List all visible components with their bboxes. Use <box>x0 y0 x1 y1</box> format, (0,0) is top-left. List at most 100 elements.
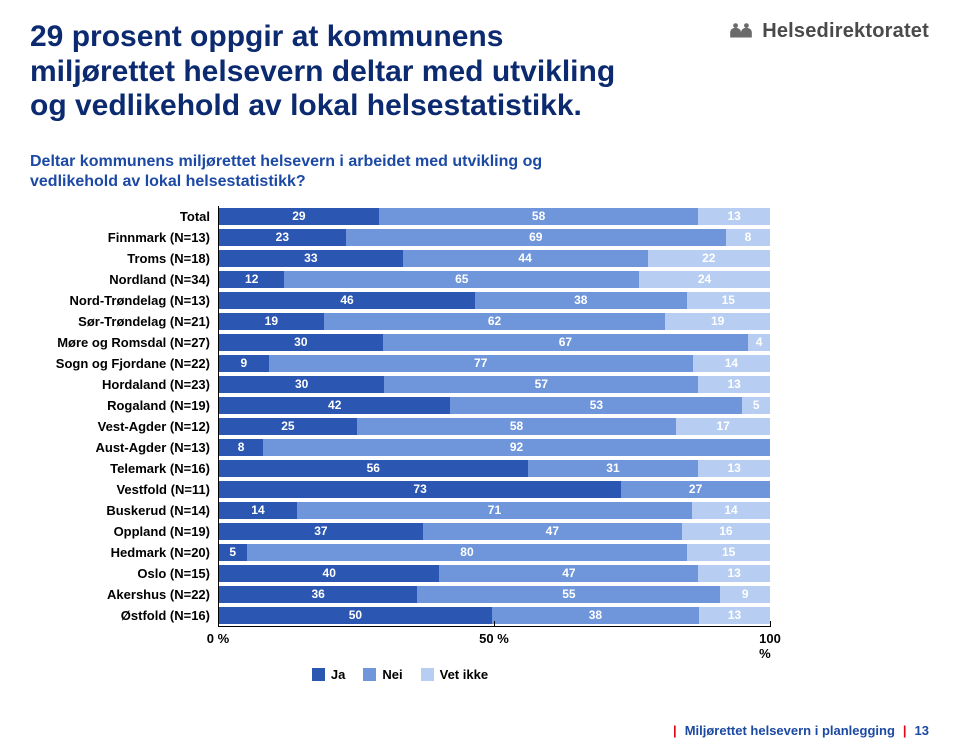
chart-row: Møre og Romsdal (N=27)30674 <box>30 332 770 353</box>
bar-segment: 25 <box>219 418 357 435</box>
chart-row: Vest-Agder (N=12)255817 <box>30 416 770 437</box>
bar-track: 126524 <box>219 271 770 288</box>
axis-tick <box>494 621 495 627</box>
bar-segment: 30 <box>219 376 384 393</box>
bar-track: 305713 <box>219 376 770 393</box>
footer-sep-icon: | <box>903 723 907 738</box>
row-label: Buskerud (N=14) <box>30 503 218 518</box>
row-label: Sogn og Fjordane (N=22) <box>30 356 218 371</box>
bar-track: 30674 <box>219 334 770 351</box>
row-label: Akershus (N=22) <box>30 587 218 602</box>
chart-row: Buskerud (N=14)147114 <box>30 500 770 521</box>
bar-segment: 23 <box>219 229 346 246</box>
bar-segment: 92 <box>263 439 770 456</box>
bar-segment: 8 <box>219 439 263 456</box>
bar-segment: 56 <box>219 460 528 477</box>
bar-segment: 13 <box>698 565 770 582</box>
bar-segment: 42 <box>219 397 450 414</box>
bar-segment: 33 <box>219 250 403 267</box>
row-label: Hedmark (N=20) <box>30 545 218 560</box>
bar-segment: 15 <box>687 544 770 561</box>
bar-segment: 5 <box>219 544 247 561</box>
chart-row: Vestfold (N=11)73270 <box>30 479 770 500</box>
bar-segment: 67 <box>383 334 749 351</box>
row-label: Rogaland (N=19) <box>30 398 218 413</box>
footer-page: 13 <box>915 723 929 738</box>
chart-row: Nord-Trøndelag (N=13)463815 <box>30 290 770 311</box>
chart-row: Nordland (N=34)126524 <box>30 269 770 290</box>
legend-label: Ja <box>331 667 345 682</box>
chart-row: Troms (N=18)334422 <box>30 248 770 269</box>
bar-segment: 24 <box>639 271 770 288</box>
bar-segment: 5 <box>742 397 770 414</box>
bar-track: 563113 <box>219 460 770 477</box>
chart-row: Hordaland (N=23)305713 <box>30 374 770 395</box>
bar-segment: 38 <box>475 292 686 309</box>
legend-item: Nei <box>363 667 402 682</box>
bar-segment: 13 <box>698 376 770 393</box>
bar-track: 23698 <box>219 229 770 246</box>
row-label: Sør-Trøndelag (N=21) <box>30 314 218 329</box>
bar-area: 255817 <box>218 416 770 437</box>
chart-row: Akershus (N=22)36559 <box>30 584 770 605</box>
chart-row: Finnmark (N=13)23698 <box>30 227 770 248</box>
bar-segment: 13 <box>699 607 770 624</box>
bar-segment: 30 <box>219 334 383 351</box>
bar-area: 147114 <box>218 500 770 521</box>
bar-area: 42535 <box>218 395 770 416</box>
row-label: Vestfold (N=11) <box>30 482 218 497</box>
bar-segment: 69 <box>346 229 726 246</box>
legend-label: Vet ikke <box>440 667 488 682</box>
bar-area: 30674 <box>218 332 770 353</box>
bar-area: 563113 <box>218 458 770 479</box>
bar-area: 196219 <box>218 311 770 332</box>
legend: Ja Nei Vet ikke <box>30 667 770 682</box>
bar-track: 374716 <box>219 523 770 540</box>
bar-area: 305713 <box>218 374 770 395</box>
bar-track: 463815 <box>219 292 770 309</box>
brand-logo: Helsedirektoratet <box>728 18 929 44</box>
bar-area: 23698 <box>218 227 770 248</box>
bar-track: 147114 <box>219 502 770 519</box>
bar-segment: 47 <box>439 565 698 582</box>
legend-item: Ja <box>312 667 345 682</box>
legend-swatch <box>363 668 376 681</box>
axis-tick <box>218 621 219 627</box>
bar-segment: 73 <box>219 481 621 498</box>
bar-segment: 55 <box>417 586 720 603</box>
bar-area: 126524 <box>218 269 770 290</box>
chart-row: Sør-Trøndelag (N=21)196219 <box>30 311 770 332</box>
bar-area: 334422 <box>218 248 770 269</box>
row-label: Oppland (N=19) <box>30 524 218 539</box>
bar-segment: 31 <box>528 460 699 477</box>
bar-track: 97714 <box>219 355 770 372</box>
legend-swatch <box>421 668 434 681</box>
row-label: Finnmark (N=13) <box>30 230 218 245</box>
bar-segment: 17 <box>676 418 770 435</box>
bar-segment: 13 <box>698 460 770 477</box>
bar-track: 58015 <box>219 544 770 561</box>
bar-segment: 77 <box>269 355 693 372</box>
chart-row: Oppland (N=19)374716 <box>30 521 770 542</box>
axis-tick-label: 50 % <box>479 631 509 646</box>
bar-segment: 9 <box>720 586 770 603</box>
row-label: Total <box>30 209 218 224</box>
row-label: Østfold (N=16) <box>30 608 218 623</box>
row-label: Oslo (N=15) <box>30 566 218 581</box>
chart-row: Østfold (N=16)503813 <box>30 605 770 626</box>
axis-tick <box>770 621 771 627</box>
bar-segment: 58 <box>357 418 677 435</box>
bar-segment: 13 <box>698 208 770 225</box>
chart-row: Total295813 <box>30 206 770 227</box>
row-label: Troms (N=18) <box>30 251 218 266</box>
footer-sep-icon: | <box>673 723 677 738</box>
logo-icon <box>728 18 754 44</box>
bar-track: 8920 <box>219 439 770 456</box>
page-title: 29 prosent oppgir at kommunens miljørett… <box>30 20 650 124</box>
bar-area: 8920 <box>218 437 770 458</box>
chart-row: Oslo (N=15)404713 <box>30 563 770 584</box>
bar-segment: 9 <box>219 355 269 372</box>
bar-segment: 16 <box>682 523 770 540</box>
bar-track: 404713 <box>219 565 770 582</box>
bar-area: 58015 <box>218 542 770 563</box>
